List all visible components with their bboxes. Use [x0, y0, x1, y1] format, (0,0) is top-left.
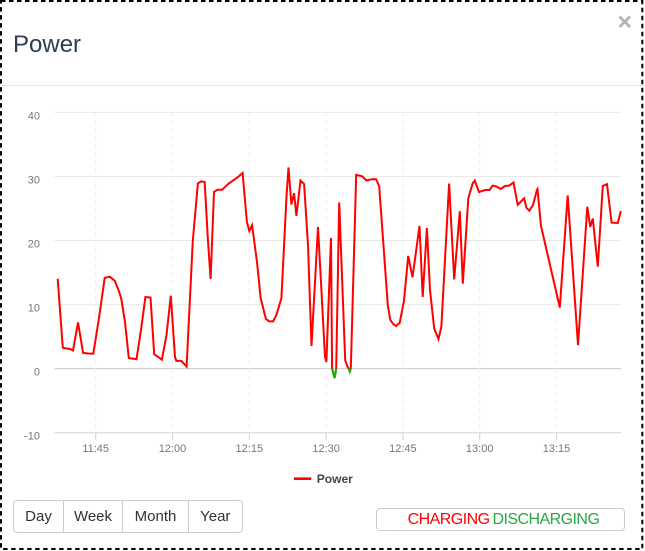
svg-text:12:15: 12:15: [236, 443, 264, 455]
svg-text:30: 30: [28, 175, 40, 187]
svg-text:11:45: 11:45: [82, 443, 109, 455]
svg-text:40: 40: [28, 110, 40, 122]
svg-text:0: 0: [34, 367, 40, 379]
svg-text:-10: -10: [24, 431, 40, 443]
svg-text:20: 20: [28, 239, 40, 251]
svg-text:13:15: 13:15: [543, 443, 571, 455]
svg-text:12:00: 12:00: [159, 443, 187, 455]
svg-text:10: 10: [28, 303, 40, 315]
svg-text:12:30: 12:30: [312, 443, 340, 455]
svg-text:Power: Power: [317, 472, 353, 486]
svg-text:13:00: 13:00: [466, 443, 494, 455]
svg-text:12:45: 12:45: [389, 443, 417, 455]
